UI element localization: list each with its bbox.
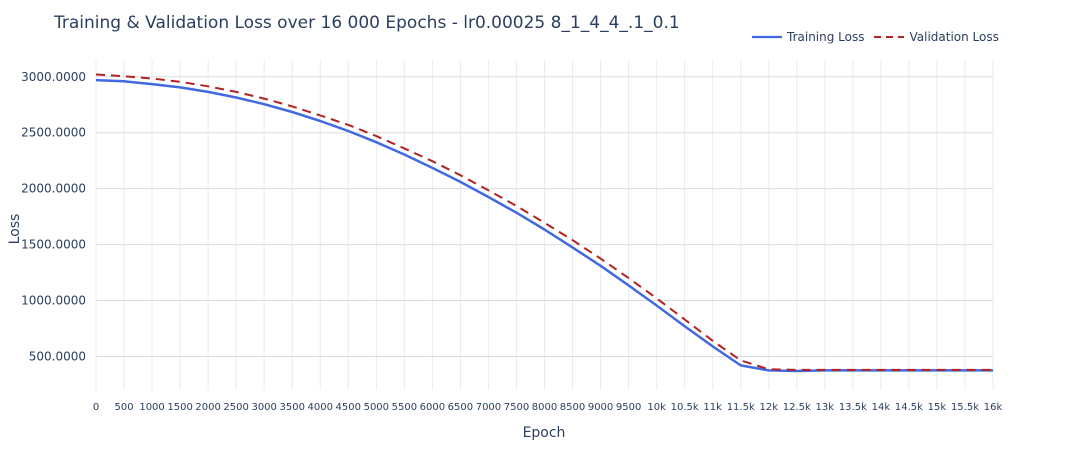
x-axis-ticks: 0 500 1000 1500 2000 2500 3000 3500 4000 4500 5000…: [93, 402, 1003, 413]
x-tick-label: 11.5k: [727, 402, 755, 413]
x-tick-label: 2500: [223, 402, 248, 413]
y-axis-ticks: 500.0000 1000.0000 1500.0000 2000.0000 2500.…: [21, 70, 86, 364]
x-tick-label: 7500: [504, 402, 529, 413]
x-tick-label: 14.5k: [895, 402, 923, 413]
grid-horizontal: [96, 76, 993, 357]
x-tick-label: 4000: [308, 402, 333, 413]
y-tick-label: 2000.0000: [21, 182, 86, 196]
x-tick-label: 9500: [616, 402, 641, 413]
x-tick-label: 15.5k: [951, 402, 979, 413]
x-tick-label: 13.5k: [839, 402, 867, 413]
x-tick-label: 4500: [336, 402, 361, 413]
x-tick-label: 13k: [816, 402, 835, 413]
x-tick-label: 10.5k: [671, 402, 699, 413]
x-tick-label: 8000: [532, 402, 557, 413]
x-tick-label: 14k: [872, 402, 891, 413]
series-layer: [95, 73, 993, 373]
legend-item-validation[interactable]: Validation Loss: [874, 30, 999, 44]
y-tick-label: 2500.0000: [21, 126, 86, 140]
y-tick-label: 500.0000: [29, 349, 86, 363]
x-tick-label: 10k: [647, 402, 666, 413]
x-tick-label: 12.5k: [783, 402, 811, 413]
x-tick-label: 6000: [420, 402, 445, 413]
x-tick-label: 15k: [928, 402, 947, 413]
y-tick-label: 1000.0000: [21, 294, 86, 308]
x-tick-label: 1500: [167, 402, 192, 413]
y-tick-label: 1500.0000: [21, 238, 86, 252]
x-tick-label: 3000: [251, 402, 276, 413]
x-tick-label: 16k: [984, 402, 1003, 413]
x-tick-label: 7000: [476, 402, 501, 413]
x-axis-title: Epoch: [523, 425, 566, 441]
x-tick-label: 2000: [195, 402, 220, 413]
legend-label-validation: Validation Loss: [909, 30, 999, 44]
chart-title: Training & Validation Loss over 16 000 E…: [54, 13, 680, 33]
legend-label-training: Training Loss: [787, 30, 865, 44]
x-tick-label: 9000: [588, 402, 613, 413]
legend-swatch-training: [752, 35, 782, 39]
x-tick-label: 1000: [139, 402, 164, 413]
x-tick-label: 6500: [448, 402, 473, 413]
x-tick-label: 0: [93, 402, 99, 413]
grid-vertical: [95, 60, 994, 390]
series-line-training[interactable]: [95, 78, 993, 373]
x-tick-label: 3500: [279, 402, 304, 413]
legend: Training Loss Validation Loss: [752, 30, 1009, 44]
legend-item-training[interactable]: Training Loss: [752, 30, 864, 44]
x-tick-label: 12k: [759, 402, 778, 413]
legend-swatch-validation: [874, 36, 905, 38]
y-tick-label: 3000.0000: [21, 70, 86, 84]
x-tick-label: 11k: [703, 402, 722, 413]
x-tick-label: 5000: [364, 402, 389, 413]
x-tick-label: 8500: [560, 402, 585, 413]
series-line-validation[interactable]: [95, 73, 993, 371]
y-axis-title: Loss: [7, 214, 23, 245]
x-tick-label: 500: [114, 402, 133, 413]
x-tick-label: 5500: [392, 402, 417, 413]
